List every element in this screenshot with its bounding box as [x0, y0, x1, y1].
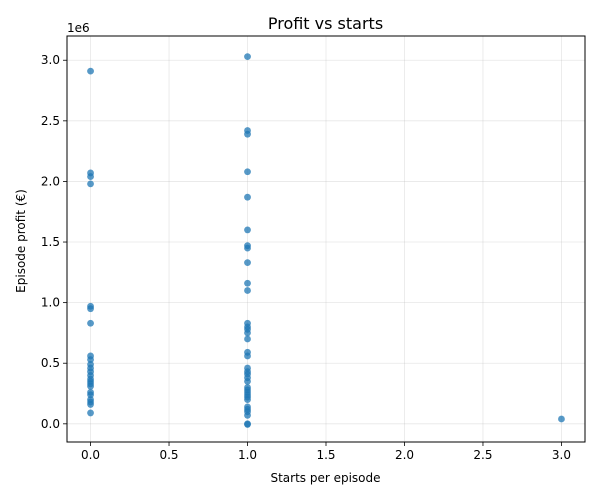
x-tick-label: 3.0: [552, 448, 571, 462]
data-point: [244, 168, 251, 176]
data-point: [87, 382, 94, 390]
y-tick-label: 1.5: [41, 235, 60, 249]
data-point: [244, 130, 251, 138]
axis-ticks: 0.0 0.5 1.0 1.5 2.0 2.5 3.0 0.0 0.5 1.0 1.5 2.0 2.5 3…: [41, 53, 571, 462]
x-tick-label: 2.5: [473, 448, 492, 462]
y-tick-label: 0.5: [41, 356, 60, 370]
y-axis-offset-label: 1e6: [67, 21, 90, 35]
data-point: [244, 244, 251, 252]
x-axis-label: Starts per episode: [270, 471, 380, 485]
data-point: [244, 411, 251, 419]
x-tick-label: 1.0: [238, 448, 257, 462]
data-point: [87, 409, 94, 417]
data-point: [244, 287, 251, 294]
y-tick-label: 0.0: [41, 417, 60, 431]
x-tick-label: 1.5: [316, 448, 335, 462]
x-tick-label: 0.5: [159, 448, 178, 462]
y-axis-label: Episode profit (€): [14, 189, 28, 293]
data-point: [244, 421, 251, 428]
data-point: [244, 53, 251, 61]
grid: [67, 36, 585, 442]
y-tick-label: 2.0: [41, 174, 60, 188]
data-points: [87, 53, 565, 428]
data-point: [87, 391, 94, 399]
data-point: [244, 335, 251, 343]
data-point: [244, 378, 251, 385]
data-point: [244, 226, 251, 234]
data-point: [244, 193, 251, 201]
data-point: [87, 173, 94, 180]
x-tick-label: 2.0: [395, 448, 414, 462]
y-tick-label: 2.5: [41, 114, 60, 128]
data-point: [244, 279, 251, 287]
data-point: [87, 67, 94, 75]
y-tick-label: 3.0: [41, 53, 60, 67]
data-point: [558, 415, 565, 423]
x-tick-label: 0.0: [81, 448, 100, 462]
data-point: [244, 259, 251, 267]
chart-title: Profit vs starts: [268, 14, 383, 33]
data-point: [87, 319, 94, 327]
data-point: [244, 352, 251, 360]
data-point: [244, 329, 251, 337]
data-point: [244, 396, 251, 403]
data-point: [87, 356, 94, 363]
data-point: [87, 305, 94, 313]
data-point: [87, 401, 94, 408]
data-point: [87, 180, 94, 188]
y-tick-label: 1.0: [41, 296, 60, 310]
